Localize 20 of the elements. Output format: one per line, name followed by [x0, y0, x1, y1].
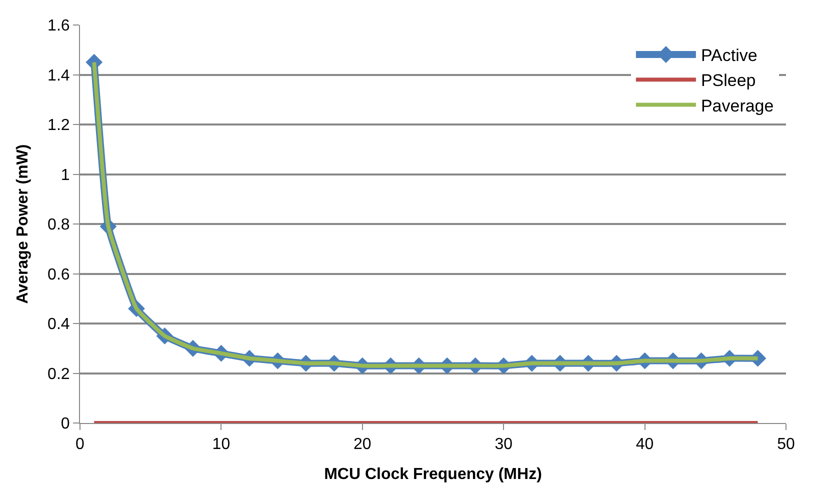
x-tick-label: 10 [212, 436, 230, 454]
x-axis-title: MCU Clock Frequency (MHz) [324, 466, 542, 483]
y-tick-label: 1.6 [48, 18, 70, 35]
x-tick-label: 0 [76, 436, 85, 454]
legend-label: PSleep [700, 71, 756, 90]
x-tick-label: 40 [636, 436, 654, 454]
y-tick-label: 0.6 [48, 266, 70, 284]
y-axis-title: Average Power (mW) [14, 144, 32, 304]
y-tick-label: 0.8 [48, 216, 70, 234]
y-tick-label: 0.4 [48, 316, 70, 334]
x-tick-label: 50 [777, 436, 795, 454]
y-tick-label: 1.2 [48, 117, 70, 134]
y-tick-label: 0 [60, 416, 70, 433]
y-tick-label: 1 [60, 166, 70, 184]
x-tick-label: 20 [354, 436, 372, 454]
y-tick-label: 0.2 [48, 366, 70, 383]
x-tick-label: 30 [494, 436, 513, 454]
legend-label: PActive [700, 46, 758, 66]
y-tick-label: 1.4 [48, 67, 70, 84]
legend-label: Paverage [700, 96, 774, 116]
